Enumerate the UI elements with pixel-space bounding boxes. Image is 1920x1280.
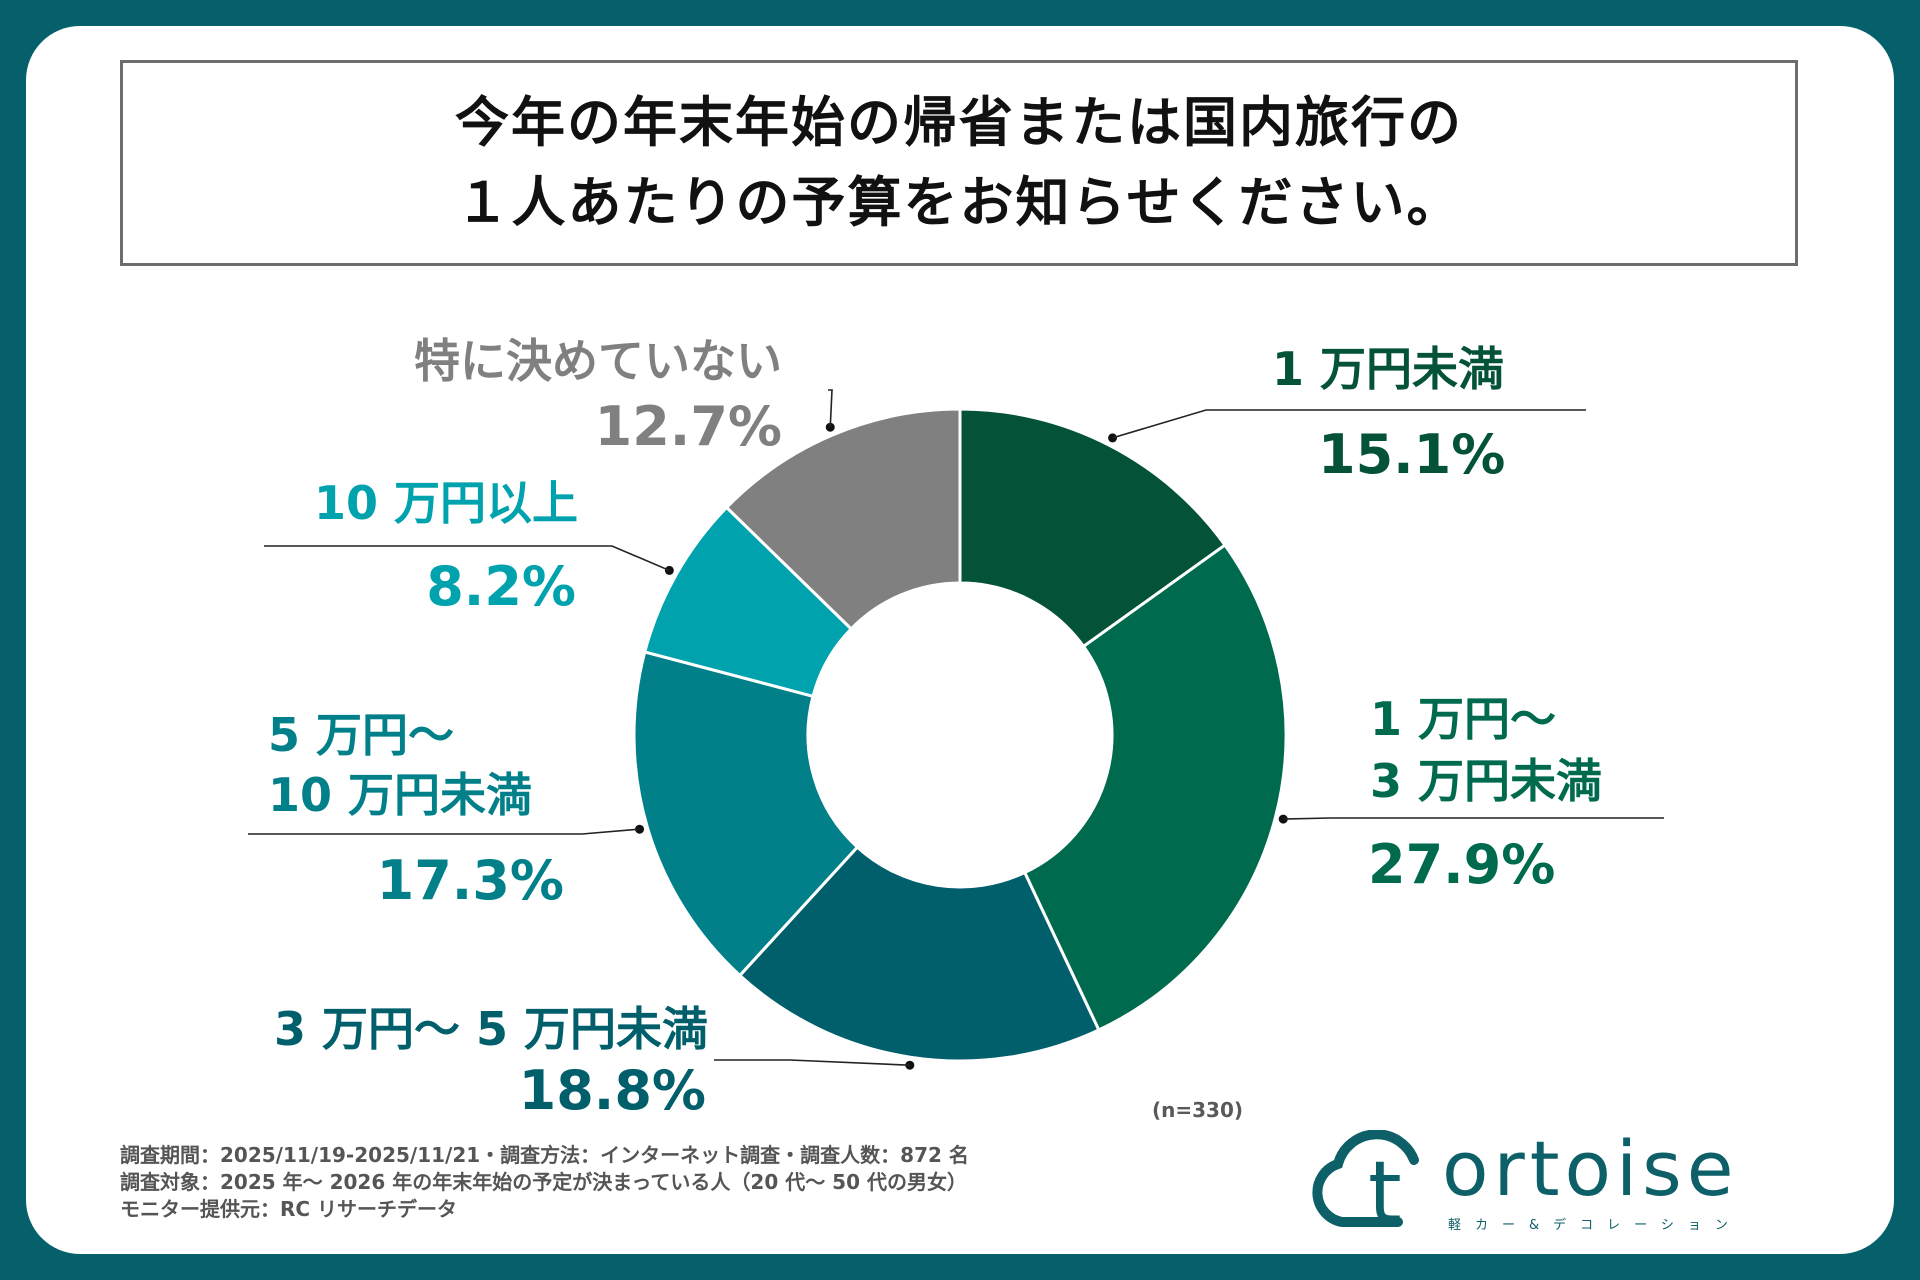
label-category-1: 1 万円未満 — [1272, 342, 1505, 396]
label-category-2a: 1 万円〜 — [1370, 692, 1557, 746]
title-line-2: １人あたりの予算をお知らせください。 — [455, 171, 1463, 234]
logo-subtitle: 軽カー&デコレーション — [1448, 1218, 1742, 1233]
logo-icon-letter: t — [1368, 1143, 1402, 1240]
label-category-6: 特に決めていない — [414, 334, 782, 388]
label-category-4a: 5 万円〜 — [268, 708, 455, 762]
leader-line-1 — [1112, 409, 1586, 439]
leader-line-3 — [714, 1059, 910, 1067]
tortoise-logo: t ortoise 軽カー&デコレーション — [1302, 1124, 1802, 1240]
footer-line-2: 調査対象：2025 年〜 2026 年の年末年始の予定が決まっている人（20 代… — [120, 1170, 967, 1194]
footer-line-1: 調査期間：2025/11/19-2025/11/21・調査方法：インターネット調… — [120, 1143, 969, 1167]
label-category-3: 3 万円〜 5 万円未満 — [273, 1002, 708, 1056]
label-percent-4: 17.3% — [376, 849, 564, 912]
leader-line-4 — [248, 828, 640, 835]
donut-slice-3 — [737, 844, 1101, 1063]
donut-slice-4 — [632, 650, 860, 978]
label-percent-2: 27.9% — [1368, 833, 1556, 896]
cloud-t-icon: t — [1312, 1130, 1419, 1240]
title-line-1: 今年の年末年始の帰省または国内旅行の — [455, 91, 1463, 154]
logo-wordmark: ortoise — [1442, 1124, 1739, 1213]
donut-slice-2 — [1022, 542, 1288, 1032]
label-percent-5: 8.2% — [426, 555, 576, 618]
label-percent-1: 15.1% — [1318, 423, 1506, 486]
leader-line-5 — [264, 545, 670, 572]
sample-size-note: (n=330) — [1152, 1098, 1244, 1122]
label-category-2b: 3 万円未満 — [1370, 754, 1603, 808]
donut-slice-1 — [958, 407, 1228, 649]
label-percent-6: 12.7% — [594, 395, 782, 458]
leader-lines — [248, 389, 1664, 1070]
label-percent-3: 18.8% — [518, 1059, 706, 1122]
leader-line-6 — [828, 389, 833, 428]
donut-slice-6 — [724, 407, 962, 631]
label-category-5: 10 万円以上 — [313, 476, 578, 530]
leader-line-2 — [1283, 817, 1664, 820]
title-box: 今年の年末年始の帰省または国内旅行の １人あたりの予算をお知らせください。 — [120, 60, 1798, 266]
footer-notes: 調査期間：2025/11/19-2025/11/21・調査方法：インターネット調… — [120, 1142, 969, 1223]
label-category-4b: 10 万円未満 — [268, 768, 533, 822]
donut-slices — [632, 407, 1288, 1063]
footer-line-3: モニター提供元：RC リサーチデータ — [120, 1197, 458, 1221]
